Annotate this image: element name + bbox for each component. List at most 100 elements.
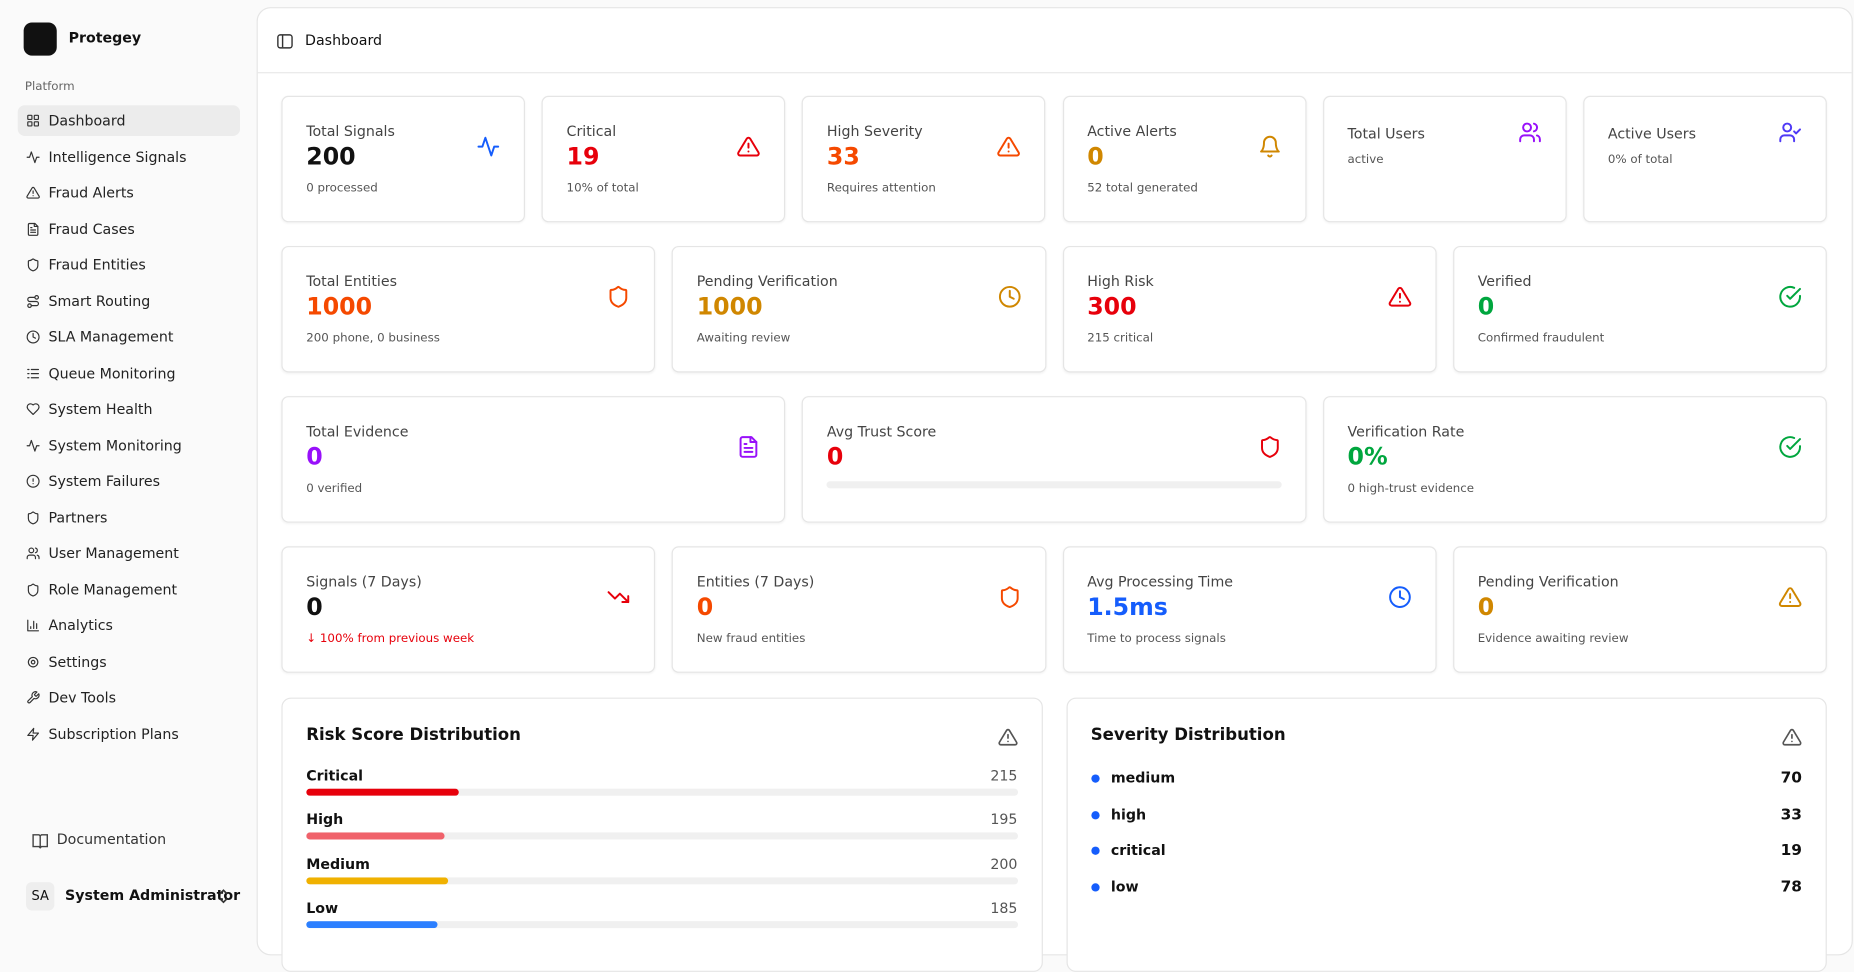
- stat-value: 0: [1477, 592, 1495, 621]
- stat-label: Active Alerts: [1087, 122, 1177, 140]
- stat-value: 0: [1477, 292, 1495, 321]
- panel-icon: [1782, 728, 1802, 746]
- stat-icon: [737, 136, 761, 157]
- severity-dot: [1090, 882, 1100, 891]
- stat-label: Pending Verification: [696, 273, 838, 290]
- stat-icon: [1518, 122, 1541, 143]
- nav-item[interactable]: Intelligence Signals: [18, 141, 240, 172]
- stat-label: Avg Trust Score: [826, 423, 937, 440]
- risk-bar: [306, 788, 460, 796]
- stat-card: Critical 19 10% of total: [541, 95, 786, 223]
- nav-label: Fraud Alerts: [48, 184, 134, 202]
- nav-item[interactable]: Smart Routing: [18, 286, 240, 317]
- stat-label: Signals (7 Days): [306, 573, 422, 591]
- logo: [23, 22, 57, 56]
- risk-value: 195: [990, 811, 1018, 829]
- chevrons[interactable]: [218, 888, 230, 905]
- nav-icon: [26, 186, 40, 199]
- stat-note: 10% of total: [566, 182, 639, 196]
- severity-name: critical: [1110, 841, 1166, 859]
- nav-item[interactable]: Settings: [18, 646, 240, 677]
- nav-item[interactable]: System Monitoring: [18, 430, 240, 461]
- nav-label: Queue Monitoring: [48, 364, 176, 382]
- stat-note: 200 phone, 0 business: [306, 332, 440, 346]
- nav-item[interactable]: Analytics: [18, 610, 240, 641]
- main-panel: Dashboard Total Signals 200 0 processed Cri…: [256, 7, 1853, 972]
- nav-item[interactable]: Queue Monitoring: [18, 358, 240, 389]
- nav-label: Settings: [48, 653, 107, 670]
- stat-value: 19: [566, 141, 600, 171]
- sidebar-toggle[interactable]: [277, 33, 294, 50]
- sidebar: Protegey Platform Dashboard Intelligence …: [0, 0, 257, 937]
- risk-value: 215: [990, 767, 1018, 784]
- risk-value: 200: [990, 855, 1018, 873]
- nav-icon: [27, 294, 40, 308]
- nav-item[interactable]: Dashboard: [17, 105, 241, 136]
- severity-name: high: [1110, 805, 1147, 823]
- nav-label: Dev Tools: [48, 689, 117, 706]
- stat-icon: [1779, 122, 1801, 143]
- stat-icon: [739, 436, 758, 458]
- nav-icon: [27, 114, 40, 127]
- nav-label: System Monitoring: [48, 436, 182, 454]
- stat-label: High Severity: [826, 122, 923, 140]
- nav-label: Role Management: [48, 581, 178, 598]
- stat-label: Pending Verification: [1477, 573, 1619, 591]
- nav-item[interactable]: User Management: [18, 538, 240, 569]
- stat-value: 0: [826, 442, 844, 471]
- nav-icon: [27, 258, 39, 272]
- nav-item[interactable]: System Failures: [18, 466, 240, 497]
- nav-icon: [27, 582, 39, 596]
- section-label: Platform: [24, 80, 75, 94]
- stat-card: Active Users 0% of total: [1583, 95, 1827, 223]
- nav-icon: [27, 222, 39, 236]
- stat-icon: [1388, 286, 1411, 307]
- risk-value: 185: [990, 899, 1018, 917]
- risk-bar: [306, 832, 445, 840]
- stat-value: 0: [1087, 141, 1104, 171]
- stat-icon: [609, 285, 628, 308]
- severity-value: 19: [1780, 841, 1802, 860]
- stat-icon: [1260, 436, 1279, 458]
- stat-note: Requires attention: [826, 182, 936, 196]
- stat-note: 0% of total: [1607, 153, 1673, 167]
- stat-label: Avg Processing Time: [1087, 573, 1234, 591]
- nav-icon: [27, 619, 40, 632]
- stat-label: Total Signals: [306, 122, 395, 140]
- severity-value: 70: [1780, 769, 1802, 788]
- nav-item[interactable]: Partners: [18, 502, 240, 533]
- nav-label: Fraud Cases: [48, 220, 135, 238]
- severity-dot: [1090, 774, 1100, 783]
- nav-item[interactable]: System Health: [18, 394, 240, 425]
- stat-value: 0: [306, 442, 323, 471]
- nav-icon: [27, 727, 40, 741]
- stat-label: Verified: [1477, 273, 1532, 290]
- stat-icon: [1259, 135, 1280, 158]
- nav-label: System Failures: [48, 472, 160, 490]
- risk-track: [306, 876, 1018, 884]
- nav-label: Fraud Entities: [48, 256, 146, 274]
- nav-icon: [27, 368, 40, 378]
- documentation-link[interactable]: Documentation: [56, 831, 167, 848]
- severity-name: medium: [1110, 769, 1176, 787]
- stat-value: 0: [306, 592, 323, 621]
- nav-item[interactable]: Dev Tools: [18, 682, 240, 713]
- severity-panel: Severity Distribution medium 70 high 33 criti…: [1065, 697, 1827, 972]
- stat-label: Total Evidence: [306, 423, 409, 440]
- nav-item[interactable]: Subscription Plans: [18, 718, 240, 749]
- nav-icon: [26, 403, 40, 416]
- nav-item[interactable]: SLA Management: [18, 322, 240, 353]
- stat-icon: [607, 591, 630, 604]
- panel-icon: [997, 728, 1017, 746]
- severity-dot: [1090, 846, 1100, 855]
- nav-item[interactable]: Fraud Entities: [18, 249, 240, 280]
- user-name[interactable]: System Administrator: [65, 886, 241, 904]
- nav-item[interactable]: Fraud Alerts: [18, 177, 240, 208]
- nav-item[interactable]: Role Management: [18, 574, 240, 605]
- nav-item[interactable]: Fraud Cases: [18, 213, 240, 244]
- stat-note: Time to process signals: [1087, 632, 1226, 646]
- stat-icon: [998, 285, 1021, 308]
- nav-label: Analytics: [48, 617, 113, 634]
- stat-card: Avg Trust Score 0: [802, 396, 1307, 523]
